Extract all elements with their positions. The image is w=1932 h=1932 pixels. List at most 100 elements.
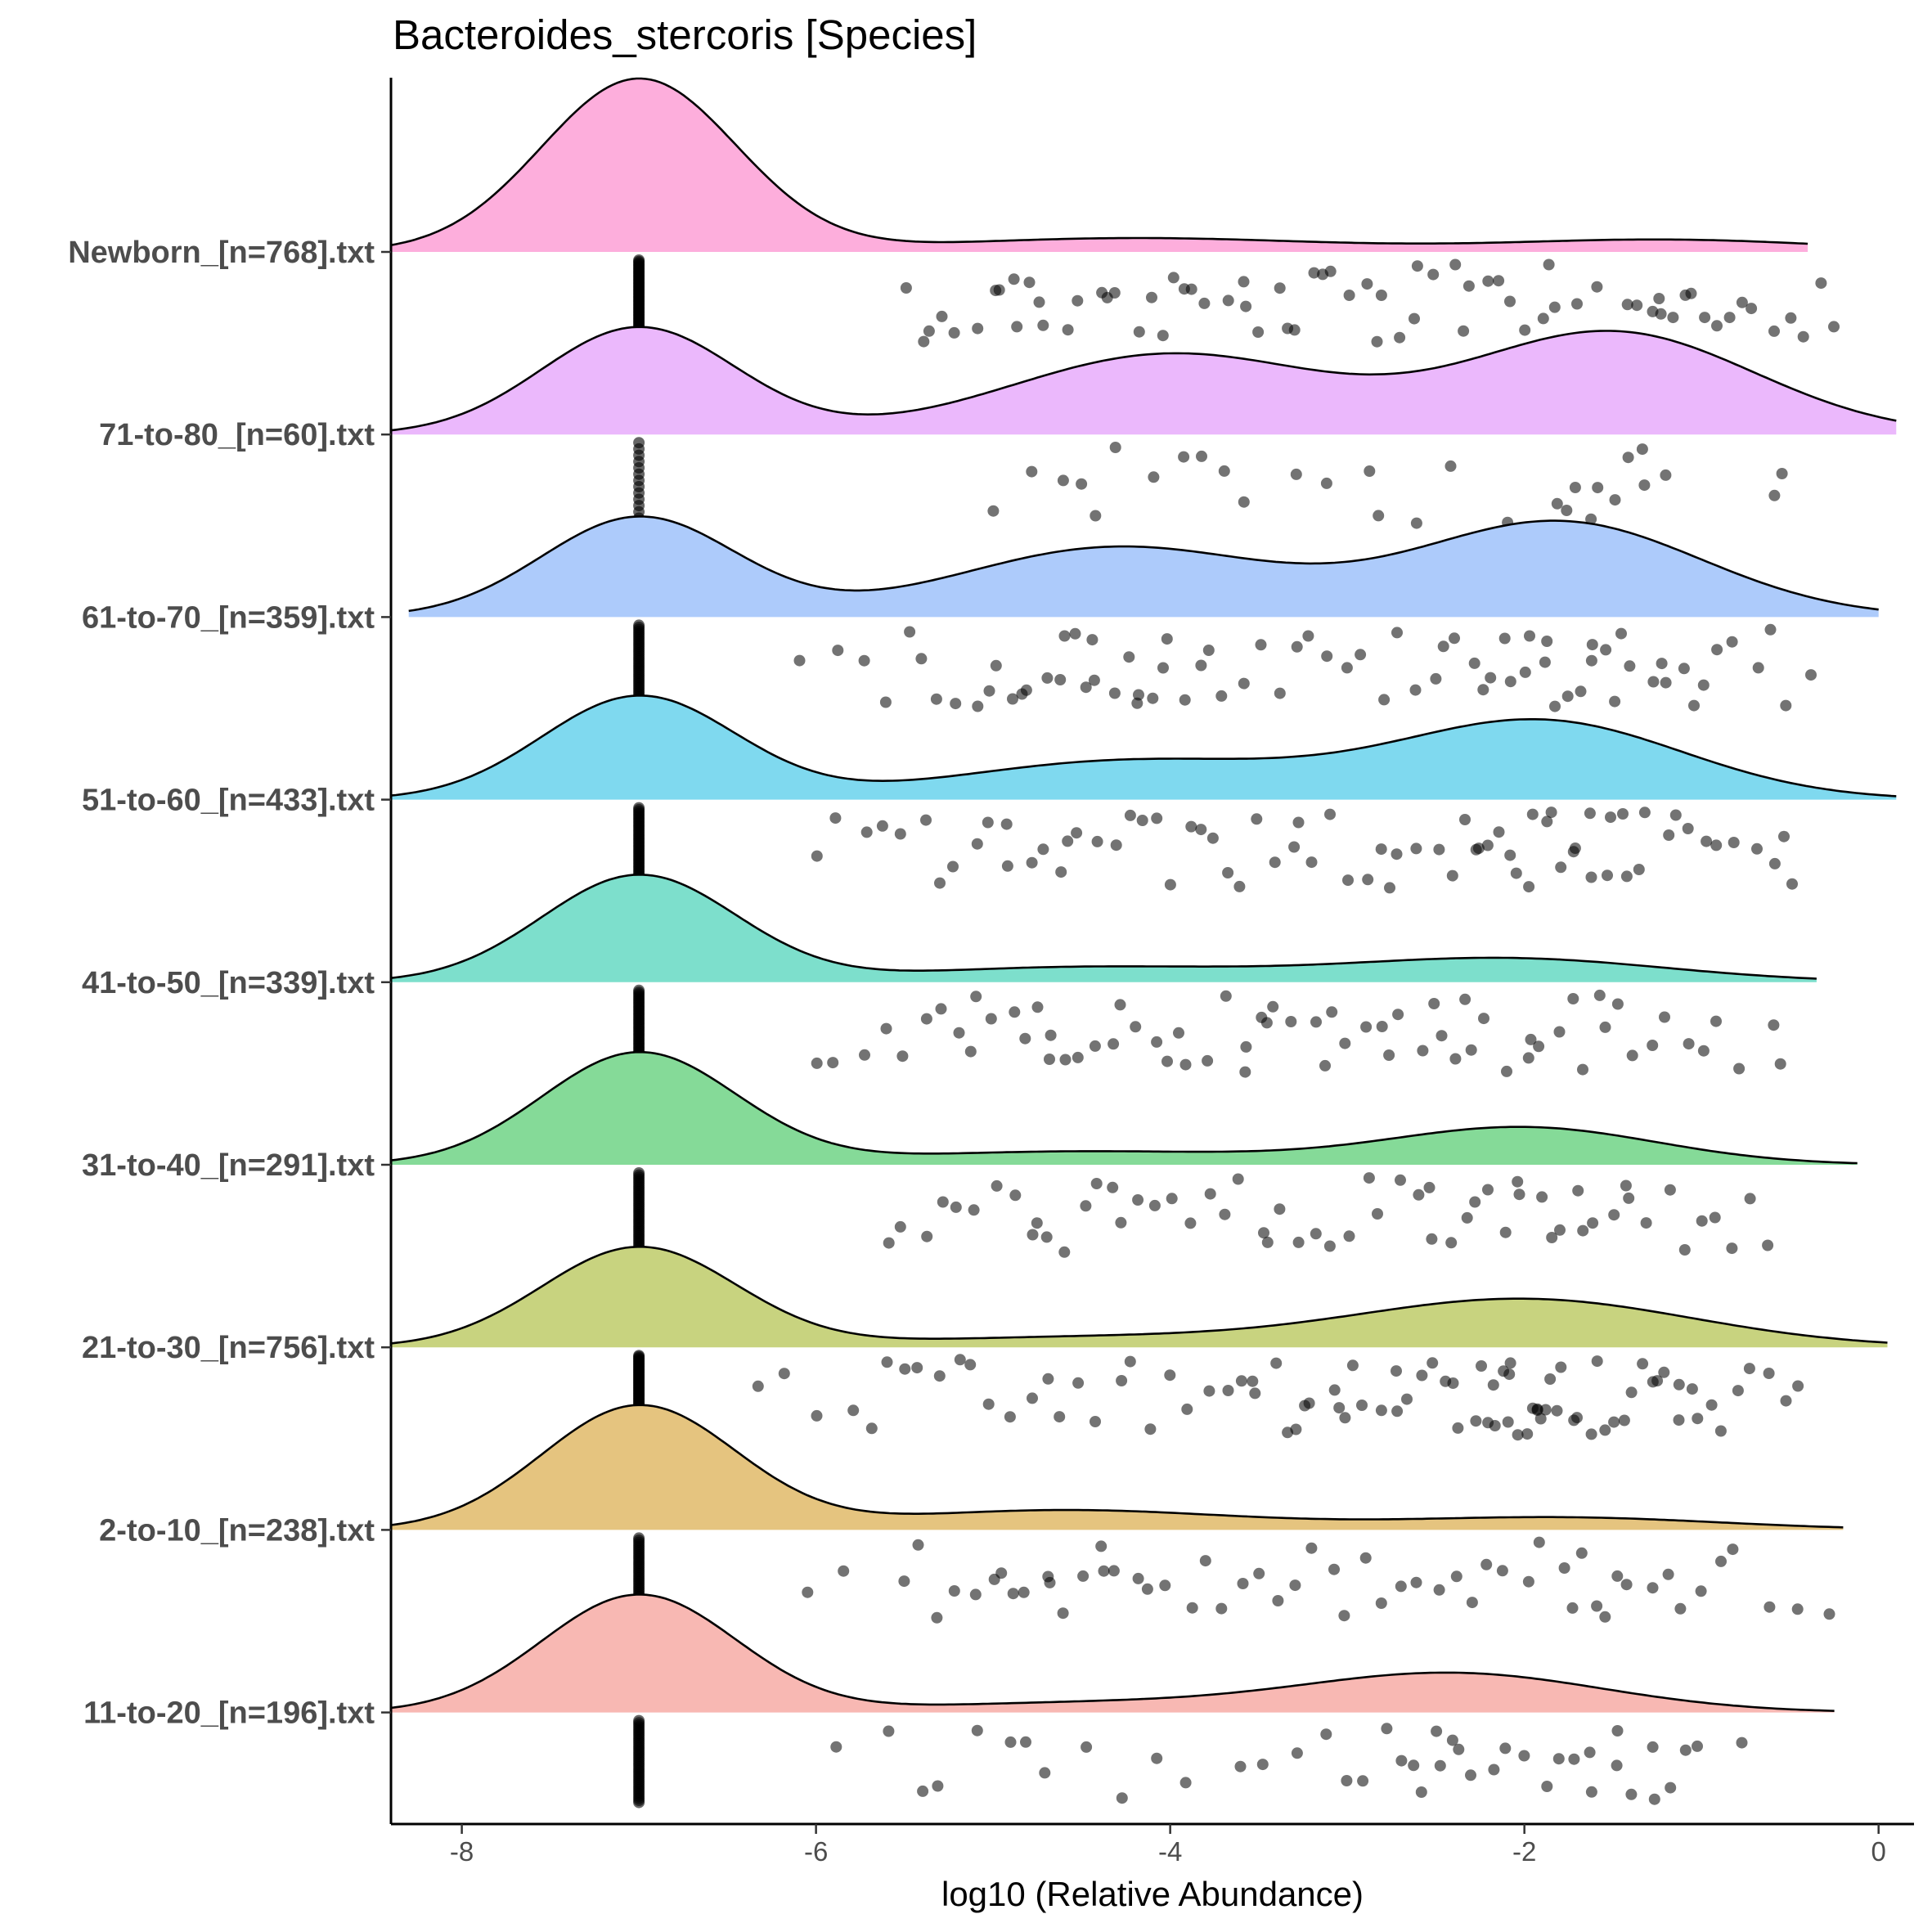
jitter-point bbox=[1375, 290, 1387, 301]
jitter-point bbox=[1487, 1379, 1499, 1391]
jitter-point bbox=[1493, 275, 1505, 287]
jitter-point bbox=[1133, 326, 1145, 338]
jitter-point bbox=[1173, 1027, 1184, 1039]
jitter-point bbox=[1673, 1378, 1685, 1391]
jitter-point bbox=[1710, 1015, 1722, 1027]
jitter-point bbox=[1267, 1000, 1279, 1013]
jitter-point bbox=[1746, 303, 1758, 315]
jitter-point bbox=[950, 698, 962, 710]
density-line bbox=[390, 1404, 1844, 1529]
jitter-point bbox=[1323, 1240, 1336, 1252]
jitter-point bbox=[1054, 674, 1067, 685]
jitter-point bbox=[876, 820, 888, 832]
jitter-point bbox=[1453, 1743, 1465, 1755]
jitter-point bbox=[1764, 1601, 1776, 1613]
jitter-point bbox=[1080, 681, 1092, 694]
jitter-point bbox=[1033, 296, 1045, 308]
jitter-point bbox=[1101, 291, 1113, 303]
jitter-point bbox=[950, 1201, 962, 1213]
jitter-point bbox=[1504, 1357, 1516, 1369]
jitter-point bbox=[1185, 283, 1197, 295]
jitter-point bbox=[1088, 674, 1100, 686]
jitter-point bbox=[1324, 808, 1336, 820]
jitter-point bbox=[1343, 290, 1355, 301]
jitter-point bbox=[1133, 689, 1144, 701]
jitter-point bbox=[1480, 1558, 1493, 1570]
jitter-point bbox=[921, 1230, 933, 1242]
jitter-point bbox=[918, 335, 930, 348]
jitter-point bbox=[931, 1611, 943, 1624]
jitter-point bbox=[1791, 1603, 1804, 1615]
jitter-point bbox=[1144, 1423, 1157, 1436]
jitter-point bbox=[1417, 1045, 1429, 1057]
jitter-point bbox=[1797, 330, 1809, 343]
jitter-point bbox=[1502, 1416, 1514, 1428]
jitter-point bbox=[1433, 843, 1445, 856]
jitter-point bbox=[1688, 699, 1700, 712]
jitter-point bbox=[964, 1045, 977, 1058]
jitter-point bbox=[1261, 1236, 1274, 1248]
jitter-point bbox=[1768, 857, 1781, 869]
jitter-point bbox=[1181, 1403, 1193, 1415]
jitter-point bbox=[1504, 676, 1516, 688]
jitter-point bbox=[1585, 654, 1597, 667]
jitter-point bbox=[1640, 1217, 1652, 1229]
jitter-point bbox=[1608, 1209, 1620, 1221]
jitter-point bbox=[1623, 1192, 1635, 1204]
jitter-point bbox=[860, 826, 873, 838]
jitter-point bbox=[1584, 1746, 1596, 1759]
jitter-point bbox=[1062, 835, 1074, 847]
jitter-point bbox=[1023, 276, 1036, 289]
jitter-point bbox=[1375, 1597, 1387, 1609]
density-line bbox=[390, 874, 1817, 980]
jitter-point bbox=[1593, 989, 1606, 1001]
jitter-point bbox=[1004, 1411, 1016, 1423]
jitter-point bbox=[990, 659, 1002, 672]
zero-point bbox=[633, 1796, 645, 1808]
jitter-point bbox=[1526, 1402, 1539, 1414]
jitter-point bbox=[1328, 1384, 1341, 1396]
jitter-point bbox=[911, 1362, 923, 1374]
jitter-point bbox=[1086, 634, 1099, 646]
jitter-point bbox=[1476, 1360, 1487, 1372]
jitter-point bbox=[1362, 874, 1374, 886]
jitter-point bbox=[1026, 856, 1038, 869]
jitter-point bbox=[1146, 291, 1157, 303]
y-tick-label: 11-to-20_[n=196].txt bbox=[83, 1696, 375, 1731]
jitter-point bbox=[1591, 1600, 1603, 1612]
jitter-point bbox=[1235, 1375, 1247, 1387]
jitter-point bbox=[1151, 812, 1163, 824]
jitter-point bbox=[937, 1196, 949, 1208]
jitter-point bbox=[1446, 1734, 1458, 1746]
jitter-point bbox=[1151, 1036, 1163, 1048]
jitter-point bbox=[1493, 826, 1505, 838]
jitter-point bbox=[1678, 1244, 1691, 1256]
ridge-group bbox=[390, 77, 1840, 348]
jitter-point bbox=[1270, 1357, 1283, 1369]
jitter-point bbox=[1215, 690, 1228, 702]
jitter-point bbox=[1585, 1786, 1597, 1798]
jitter-point bbox=[1625, 1386, 1638, 1399]
jitter-point bbox=[1512, 1429, 1524, 1441]
jitter-point bbox=[934, 877, 946, 889]
y-tick-label: 51-to-60_[n=433].txt bbox=[82, 784, 375, 818]
jitter-point bbox=[1069, 627, 1081, 640]
jitter-point bbox=[1039, 1767, 1051, 1779]
jitter-point bbox=[1546, 1232, 1558, 1243]
jitter-point bbox=[1004, 1736, 1017, 1748]
jitter-point bbox=[1655, 308, 1667, 320]
density-fill bbox=[391, 79, 1808, 252]
jitter-point bbox=[1007, 693, 1018, 705]
jitter-point bbox=[1167, 272, 1179, 284]
chart-title: Bacteroides_stercoris [Species] bbox=[393, 11, 977, 58]
density-line bbox=[390, 1050, 1858, 1165]
jitter-point bbox=[1045, 1029, 1057, 1041]
jitter-point bbox=[1321, 650, 1333, 663]
jitter-point bbox=[1521, 1428, 1534, 1440]
jitter-point bbox=[1815, 277, 1827, 290]
jitter-point bbox=[1391, 1365, 1402, 1377]
jitter-point bbox=[1372, 1208, 1383, 1220]
jitter-point bbox=[1423, 1181, 1436, 1193]
jitter-point bbox=[1786, 878, 1798, 890]
jitter-point bbox=[1274, 1203, 1286, 1215]
